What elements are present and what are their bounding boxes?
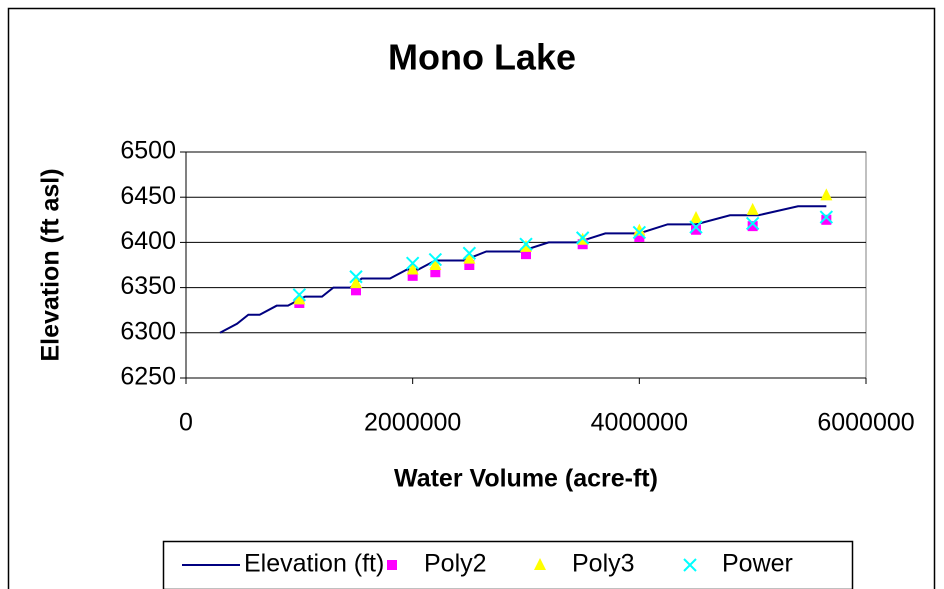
data-point	[430, 267, 441, 278]
data-point	[819, 210, 834, 224]
y-tick-label: 6450	[120, 182, 176, 210]
x-axis-label: Water Volume (acre-ft)	[394, 465, 658, 493]
data-point	[689, 220, 703, 234]
y-tick-label: 6300	[120, 317, 176, 345]
y-tick-label: 6350	[120, 272, 176, 300]
data-point	[462, 246, 477, 260]
data-point	[405, 256, 420, 270]
data-point	[519, 237, 533, 251]
data-point	[429, 258, 442, 270]
legend-label: Poly3	[572, 550, 635, 578]
data-point	[350, 276, 362, 289]
data-point	[349, 270, 363, 284]
x-tick-label: 0	[179, 409, 193, 437]
x-tick-label: 6000000	[817, 409, 914, 437]
data-point	[632, 225, 647, 240]
data-point	[521, 249, 531, 260]
legend-label: Poly2	[424, 550, 487, 578]
data-point	[463, 251, 476, 264]
data-point	[633, 223, 646, 236]
legend-label: Power	[722, 550, 793, 578]
y-tick-label: 6400	[120, 227, 176, 255]
legend-swatch	[534, 558, 546, 570]
data-point	[464, 260, 475, 270]
data-point	[575, 231, 590, 245]
data-point	[428, 252, 443, 267]
plot-area	[185, 151, 867, 379]
data-point	[745, 216, 760, 231]
data-point	[406, 262, 419, 275]
data-point	[292, 288, 307, 302]
legend-label: Elevation (ft)	[244, 550, 384, 578]
data-point	[351, 285, 361, 296]
x-tick-label: 4000000	[591, 409, 688, 437]
data-point	[821, 214, 832, 225]
data-point	[746, 202, 759, 215]
data-point	[820, 188, 833, 201]
chart-title: Mono Lake	[388, 37, 576, 78]
series-line	[219, 205, 827, 334]
legend-swatch	[683, 558, 697, 572]
y-tick-label: 6250	[120, 363, 176, 391]
data-point	[747, 221, 758, 232]
legend-swatch	[387, 560, 397, 570]
legend-box	[162, 540, 854, 589]
data-point	[634, 231, 645, 242]
y-tick-label: 6500	[120, 137, 176, 165]
y-axis-label: Elevation (ft asl)	[37, 168, 65, 361]
data-point	[520, 239, 532, 252]
data-point	[691, 224, 701, 235]
data-point	[293, 292, 306, 305]
x-tick-label: 2000000	[364, 409, 461, 437]
data-point	[407, 270, 418, 281]
data-point	[690, 210, 702, 223]
